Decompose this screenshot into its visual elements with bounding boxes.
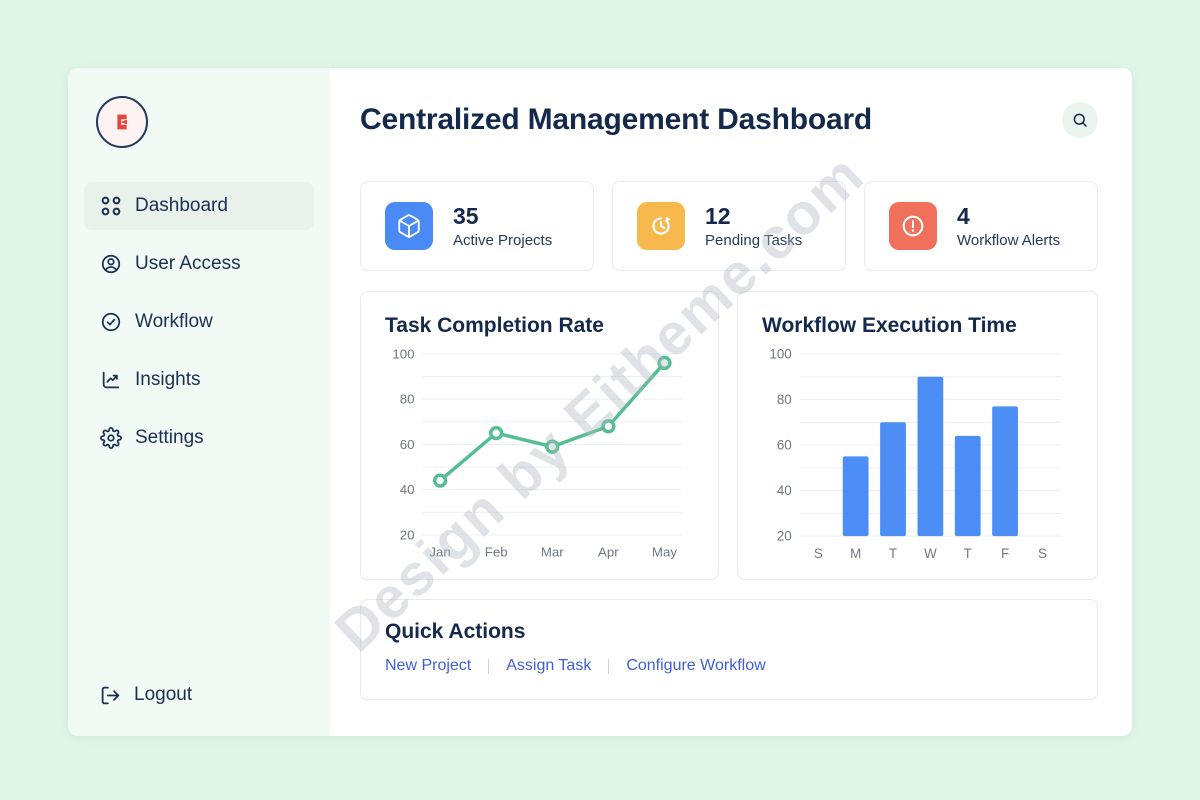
stat-value: 4 bbox=[957, 203, 970, 229]
divider bbox=[488, 658, 490, 674]
brand-mark-icon bbox=[117, 114, 128, 130]
logout-button[interactable]: Logout bbox=[84, 684, 314, 706]
sidebar-nav: Dashboard User Access bbox=[84, 182, 314, 462]
svg-text:100: 100 bbox=[392, 346, 414, 361]
stat-text: 35 Active Projects bbox=[453, 203, 552, 249]
quick-actions-card: Quick Actions New Project Assign Task Co… bbox=[360, 599, 1098, 700]
chart-title: Workflow Execution Time bbox=[762, 314, 1017, 337]
sidebar-item-dashboard[interactable]: Dashboard bbox=[84, 182, 314, 230]
quick-actions-links: New Project Assign Task Configure Workfl… bbox=[385, 657, 1073, 675]
sidebar-item-user-access[interactable]: User Access bbox=[84, 240, 314, 288]
svg-text:May: May bbox=[652, 545, 677, 560]
alert-circle-icon bbox=[889, 202, 937, 250]
svg-text:M: M bbox=[850, 546, 861, 561]
grid-icon bbox=[100, 195, 122, 217]
charts-row: Task Completion Rate 20 40 60 80 100 Jan Feb Ma… bbox=[360, 291, 1098, 580]
stat-label: Active Projects bbox=[453, 232, 553, 249]
sidebar-item-label: Dashboard bbox=[135, 195, 228, 216]
svg-text:40: 40 bbox=[777, 483, 792, 498]
stat-value: 35 bbox=[453, 203, 479, 229]
svg-text:20: 20 bbox=[400, 527, 415, 542]
svg-text:Feb: Feb bbox=[485, 545, 508, 560]
clock-history-icon bbox=[637, 202, 685, 250]
search-icon bbox=[1073, 113, 1087, 127]
svg-text:60: 60 bbox=[400, 437, 415, 452]
stat-card-active-projects: 35 Active Projects bbox=[360, 181, 594, 271]
chart-card-workflow-execution-time: Workflow Execution Time 20 40 60 80 100 S M T W T… bbox=[737, 291, 1098, 580]
svg-text:S: S bbox=[814, 546, 823, 561]
logout-label: Logout bbox=[134, 684, 193, 705]
svg-text:100: 100 bbox=[769, 346, 791, 361]
sidebar-item-insights[interactable]: Insights bbox=[84, 356, 314, 404]
quick-action-assign-task[interactable]: Assign Task bbox=[506, 657, 592, 674]
svg-text:T: T bbox=[964, 546, 972, 561]
app-card: Dashboard User Access bbox=[68, 68, 1132, 736]
sidebar-item-label: Workflow bbox=[135, 311, 213, 332]
quick-action-configure-workflow[interactable]: Configure Workflow bbox=[626, 657, 766, 674]
sidebar-item-label: User Access bbox=[135, 253, 241, 274]
svg-text:80: 80 bbox=[400, 392, 415, 407]
sidebar: Dashboard User Access bbox=[68, 68, 330, 736]
stat-label: Workflow Alerts bbox=[957, 232, 1061, 249]
svg-text:S: S bbox=[1038, 546, 1047, 561]
stat-card-workflow-alerts: 4 Workflow Alerts bbox=[864, 181, 1098, 271]
search-button[interactable] bbox=[1062, 102, 1098, 138]
gear-icon bbox=[100, 427, 122, 449]
stat-label: Pending Tasks bbox=[705, 232, 803, 249]
svg-text:T: T bbox=[889, 546, 897, 561]
trend-up-icon bbox=[100, 369, 122, 391]
main-content: Centralized Management Dashboard bbox=[330, 68, 1132, 736]
stat-value: 12 bbox=[705, 203, 731, 229]
svg-text:Mar: Mar bbox=[541, 545, 564, 560]
logout-icon bbox=[100, 685, 121, 706]
stat-text: 12 Pending Tasks bbox=[705, 203, 802, 249]
sidebar-item-label: Insights bbox=[135, 369, 201, 390]
svg-text:Jan: Jan bbox=[429, 545, 450, 560]
bar-chart: 20 40 60 80 100 S M T W T F S bbox=[769, 346, 1062, 561]
stats-row: 35 Active Projects 12 Pending Tasks bbox=[360, 181, 1098, 271]
sidebar-item-label: Settings bbox=[135, 427, 204, 448]
svg-text:F: F bbox=[1001, 546, 1009, 561]
cube-icon bbox=[385, 202, 433, 250]
svg-text:40: 40 bbox=[400, 482, 415, 497]
svg-text:20: 20 bbox=[777, 529, 792, 544]
app-logo bbox=[96, 96, 148, 148]
stat-text: 4 Workflow Alerts bbox=[957, 203, 1060, 249]
divider bbox=[608, 658, 610, 674]
quick-actions-title: Quick Actions bbox=[385, 620, 526, 643]
header: Centralized Management Dashboard bbox=[360, 100, 1098, 140]
user-circle-icon bbox=[100, 253, 122, 275]
page-title: Centralized Management Dashboard bbox=[360, 103, 873, 136]
chart-title: Task Completion Rate bbox=[385, 314, 604, 337]
check-circle-icon bbox=[100, 311, 122, 333]
quick-action-new-project[interactable]: New Project bbox=[385, 657, 472, 674]
line-chart: 20 40 60 80 100 Jan Feb Mar Apr May bbox=[392, 346, 683, 560]
svg-text:80: 80 bbox=[777, 392, 792, 407]
svg-text:60: 60 bbox=[777, 437, 792, 452]
svg-text:W: W bbox=[924, 546, 937, 561]
chart-card-task-completion-rate: Task Completion Rate 20 40 60 80 100 Jan Feb Ma… bbox=[360, 291, 719, 580]
svg-text:Apr: Apr bbox=[598, 545, 619, 560]
sidebar-item-workflow[interactable]: Workflow bbox=[84, 298, 314, 346]
stat-card-pending-tasks: 12 Pending Tasks bbox=[612, 181, 846, 271]
sidebar-item-settings[interactable]: Settings bbox=[84, 414, 314, 462]
